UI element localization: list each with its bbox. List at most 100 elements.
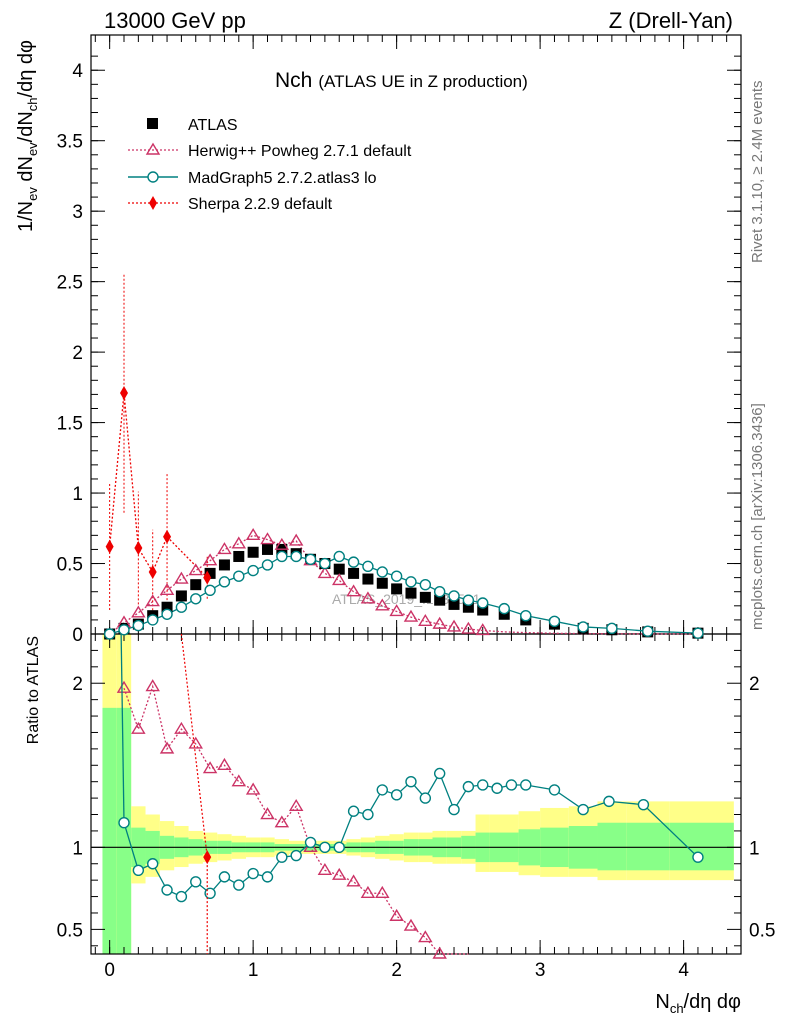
madgraph-main-point (347, 556, 360, 568)
atlas-data-point (247, 546, 259, 558)
herwig-ratio-point (346, 874, 361, 887)
madgraph-ratio-point (376, 784, 388, 796)
madgraph-ratio-point (333, 841, 345, 854)
main-y-axis-label: 1/Nev dNev/dNch/dη dφ (15, 40, 40, 232)
atlas-data-point (348, 567, 360, 579)
herwig-ratio-point (418, 930, 433, 943)
madgraph-main-point (276, 550, 288, 563)
atlas-data-point (405, 587, 417, 599)
x-tick-label: 3 (535, 960, 546, 981)
madgraph-main-point (419, 578, 432, 591)
herwig-main-point (159, 582, 175, 596)
madgraph-ratio-point (577, 803, 589, 816)
legend-atlas-label: ATLAS (188, 117, 238, 134)
main-y-tick-label: 1.5 (57, 414, 83, 435)
ratio-band-inner-bin (116, 707, 132, 954)
madgraph-main-point (190, 593, 202, 605)
herwig-main-point (245, 527, 261, 541)
ratio-axis-ticks: 0.5 0.5 1 1 2 2 (57, 649, 775, 947)
madgraph-ratio-point (491, 782, 503, 794)
herwig-ratio-point (260, 807, 275, 820)
madgraph-ratio-point (190, 876, 202, 888)
plot-title-sub: (ATLAS UE in Z production) (318, 72, 527, 91)
atlas-data-point (261, 543, 273, 555)
herwig-ratio-point (375, 885, 390, 898)
herwig-ratio-point (245, 782, 261, 795)
madgraph-ratio-point (218, 871, 231, 883)
main-y-tick-label: 3.5 (57, 132, 83, 153)
madgraph-ratio-point (390, 789, 403, 801)
madgraph-main-point (247, 564, 259, 577)
madgraph-main-point (132, 619, 145, 632)
ratio-band-inner-bin (102, 707, 117, 954)
herwig-main-point (174, 571, 189, 584)
ratio-plot-frame (90, 633, 742, 955)
herwig-main-point (217, 542, 232, 555)
madgraph-main-point (204, 584, 216, 597)
main-y-tick-label: 3 (72, 202, 83, 223)
herwig-main-point (346, 584, 361, 597)
madgraph-main-line (109, 555, 698, 635)
herwig-main-point (274, 537, 290, 550)
herwig-ratio-line (123, 684, 469, 955)
ratio-band-inner-bin (669, 822, 734, 871)
madgraph-ratio-point (146, 858, 159, 870)
madgraph-ratio-point (290, 849, 302, 862)
x-tick-label: 1 (248, 960, 259, 981)
ratio-y-tick-label: 1 (72, 838, 83, 859)
herwig-ratio-point (432, 946, 447, 959)
herwig-main-point (389, 604, 404, 617)
herwig-main-point (331, 573, 347, 586)
main-y-tick-label: 4 (72, 61, 83, 82)
sherpa-main-point (163, 529, 172, 544)
madgraph-main-point (362, 560, 374, 573)
madgraph-ratio-point (477, 779, 489, 791)
herwig-main-point (145, 594, 160, 607)
sherpa-main-point (148, 564, 157, 579)
madgraph-ratio-point (433, 767, 446, 780)
atlas-data-point (218, 559, 230, 571)
madgraph-ratio-point (405, 775, 417, 788)
x-tick-label: 2 (391, 960, 402, 981)
madgraph-ratio-point (175, 890, 188, 903)
legend-madgraph-marker (147, 171, 159, 183)
herwig-ratio-point (288, 798, 304, 812)
madgraph-main-point (462, 594, 475, 606)
legend-sherpa-marker (149, 196, 157, 210)
herwig-main-point (475, 623, 490, 636)
madgraph-ratio-point (261, 871, 274, 883)
herwig-main-point (260, 532, 275, 545)
sherpa-main-line (109, 392, 208, 579)
herwig-ratio-point (317, 862, 333, 876)
main-axis-ticks: 0 0.5 1 1.5 2 2.5 3 3.5 4 0 1 2 3 4 (57, 35, 741, 981)
herwig-ratio-point (174, 721, 189, 734)
madgraph-main-point (175, 601, 188, 613)
madgraph-main-point (304, 553, 317, 566)
madgraph-main-point (290, 550, 302, 563)
madgraph-ratio-point (448, 803, 460, 816)
herwig-main-point (131, 605, 146, 618)
herwig-main-point (202, 553, 218, 566)
main-y-tick-label: 2 (72, 343, 83, 364)
madgraph-ratio-point (233, 879, 245, 891)
madgraph-ratio-point (362, 808, 374, 821)
madgraph-main-point (319, 557, 331, 570)
ratio-y-tick-label-right: 1 (749, 838, 760, 859)
madgraph-main-point (146, 614, 159, 626)
atlas-data-point (477, 604, 489, 616)
ratio-y-axis-label: Ratio to ATLAS (25, 636, 42, 744)
atlas-data-point (448, 598, 460, 610)
herwig-ratio-point (331, 867, 347, 880)
herwig-ratio-point (145, 679, 160, 692)
sherpa-ratio-point (203, 850, 212, 865)
ratio-band-inner-bin (626, 822, 670, 871)
ratio-y-tick-label: 0.5 (57, 920, 83, 941)
atlas-data-point (190, 579, 202, 591)
madgraph-main-point (118, 624, 130, 636)
madgraph-main-point (548, 615, 561, 628)
herwig-ratio-point (274, 815, 290, 828)
main-series-group (103, 273, 704, 640)
main-y-tick-label: 0 (72, 625, 83, 646)
atlas-data-point (391, 583, 403, 595)
madgraph-main-point (405, 576, 417, 588)
